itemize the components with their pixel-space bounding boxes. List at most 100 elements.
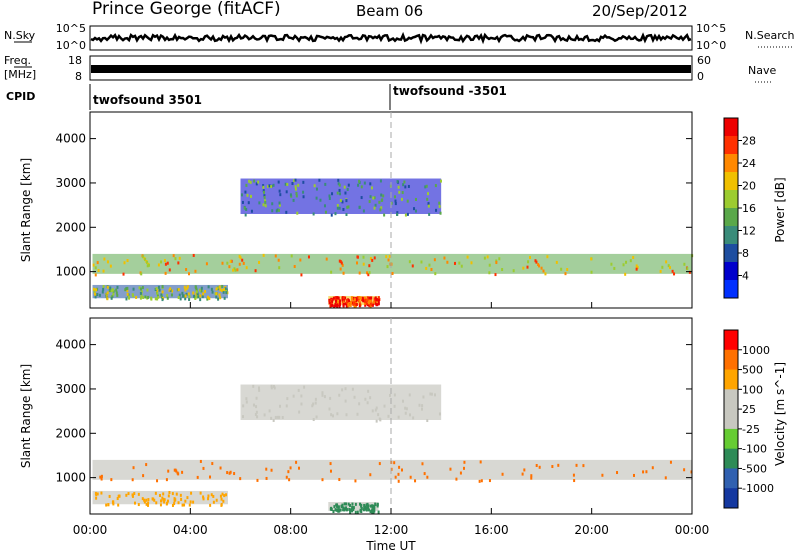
velocity-echo-cell bbox=[96, 492, 99, 496]
power-echo-cell bbox=[197, 295, 200, 299]
velocity-echo-cell bbox=[364, 397, 367, 401]
power-echo-cell bbox=[361, 296, 364, 300]
power-echo-cell bbox=[170, 293, 173, 297]
velocity-echo-cell bbox=[372, 510, 375, 514]
power-echo-cell bbox=[194, 286, 197, 290]
velocity-echo-cell bbox=[278, 415, 281, 419]
power-echo-cell bbox=[373, 206, 376, 210]
velocity-echo-cell bbox=[336, 505, 339, 509]
velocity-echo-cell bbox=[184, 499, 187, 503]
power-echo-cell bbox=[396, 180, 399, 184]
power-echo-cell bbox=[624, 272, 627, 276]
power-echo-cell bbox=[335, 299, 338, 303]
velocity-echo-cell bbox=[329, 507, 332, 511]
velocity-echo-cell bbox=[420, 407, 423, 411]
power-echo-cell bbox=[331, 300, 334, 304]
power-colorbar: 28 24 20 16 12 8 4 bbox=[723, 117, 756, 299]
power-echo-cell bbox=[453, 261, 456, 265]
power-echo-cell bbox=[295, 191, 298, 195]
power-echo-cell bbox=[221, 288, 224, 292]
power-echo-cell bbox=[390, 201, 393, 205]
velocity-echo-cell bbox=[421, 462, 424, 466]
velocity-echo-cell bbox=[376, 502, 379, 506]
power-echo-cell bbox=[350, 301, 353, 305]
power-echo-cell bbox=[294, 187, 297, 191]
power-echo-cell bbox=[512, 269, 515, 273]
power-echo-cell bbox=[659, 269, 662, 273]
power-echo-cell bbox=[96, 261, 99, 265]
power-echo-cell bbox=[347, 303, 350, 307]
colorbar-swatch bbox=[724, 488, 738, 509]
velocity-echo-cell bbox=[303, 385, 306, 389]
colorbar-swatch bbox=[724, 154, 738, 173]
xtick-label: 08:00 bbox=[273, 523, 308, 537]
power-echo-cell bbox=[460, 264, 463, 268]
colorbar-swatch bbox=[724, 349, 738, 371]
velocity-echo-cell bbox=[221, 492, 224, 496]
power-echo-cell bbox=[271, 202, 274, 206]
colorbar-tick-label: 25 bbox=[742, 403, 756, 416]
velocity-echo-cell bbox=[133, 492, 136, 496]
velocity-echo-cell bbox=[314, 397, 317, 401]
velocity-echo-cell bbox=[397, 479, 400, 483]
power-echo-cell bbox=[336, 204, 339, 208]
velocity-echo-cell bbox=[330, 413, 333, 417]
velocity-echo-cell bbox=[344, 387, 347, 391]
velocity-echo-cell bbox=[339, 508, 342, 512]
nave-tick-high: 60 bbox=[697, 54, 711, 67]
power-echo-cell bbox=[341, 263, 344, 267]
power-echo-cell bbox=[218, 285, 221, 289]
power-yaxis: 1000 2000 3000 4000 bbox=[55, 132, 692, 279]
power-echo-cell bbox=[566, 268, 569, 272]
power-echo-cell bbox=[356, 261, 359, 265]
nsky-label: N.Sky bbox=[4, 29, 36, 42]
velocity-echo-cell bbox=[285, 404, 288, 408]
xtick-label: 20:00 bbox=[574, 523, 609, 537]
power-echo-cell bbox=[368, 304, 371, 308]
xtick-label: 16:00 bbox=[474, 523, 509, 537]
power-echo-cell bbox=[363, 296, 366, 300]
velocity-echo-cell bbox=[105, 503, 108, 507]
power-echo-cell bbox=[397, 185, 400, 189]
power-echo-cell bbox=[501, 268, 504, 272]
power-echo-cell bbox=[242, 261, 245, 265]
power-echo-cell bbox=[161, 290, 164, 294]
power-echo-cell bbox=[102, 285, 105, 289]
power-echo-cell bbox=[373, 299, 376, 303]
colorbar-tick-label: 100 bbox=[742, 383, 763, 396]
power-echo-cell bbox=[367, 273, 370, 277]
power-echo-cell bbox=[341, 200, 344, 204]
power-echo-cell bbox=[161, 298, 164, 302]
velocity-echo-cell bbox=[168, 490, 171, 494]
power-echo-cell bbox=[362, 299, 365, 303]
power-echo-cell bbox=[164, 271, 167, 275]
velocity-echo-cell bbox=[375, 406, 378, 410]
power-echo-cell bbox=[102, 287, 105, 291]
velocity-echo-cell bbox=[268, 409, 271, 413]
power-echo-cell bbox=[368, 264, 371, 268]
velocity-echo-cell bbox=[143, 498, 146, 502]
power-echo-cell bbox=[358, 296, 361, 300]
power-echo-cell bbox=[337, 178, 340, 182]
power-echo-cell bbox=[140, 290, 143, 294]
velocity-echo-cell bbox=[405, 407, 408, 411]
velocity-echo-cell bbox=[535, 463, 538, 467]
power-echo-cell bbox=[177, 288, 180, 292]
power-echo-cell bbox=[278, 266, 281, 270]
velocity-echo-cell bbox=[161, 496, 164, 500]
power-echo-cell bbox=[379, 179, 382, 183]
velocity-echo-cell bbox=[159, 503, 162, 507]
power-echo-cell bbox=[166, 261, 169, 265]
power-echo-cell bbox=[495, 261, 498, 265]
power-echo-cell bbox=[669, 266, 672, 270]
power-echo-cell bbox=[174, 257, 177, 261]
power-echo-cell bbox=[255, 182, 258, 186]
power-echo-cell bbox=[402, 183, 405, 187]
velocity-echo-cell bbox=[295, 460, 298, 464]
velocity-echo-cell bbox=[131, 493, 134, 497]
power-echo-cell bbox=[279, 193, 282, 197]
power-echo-cell bbox=[215, 295, 218, 299]
power-echo-cell bbox=[338, 192, 341, 196]
power-echo-cell bbox=[185, 268, 188, 272]
velocity-echo-cell bbox=[207, 497, 210, 501]
